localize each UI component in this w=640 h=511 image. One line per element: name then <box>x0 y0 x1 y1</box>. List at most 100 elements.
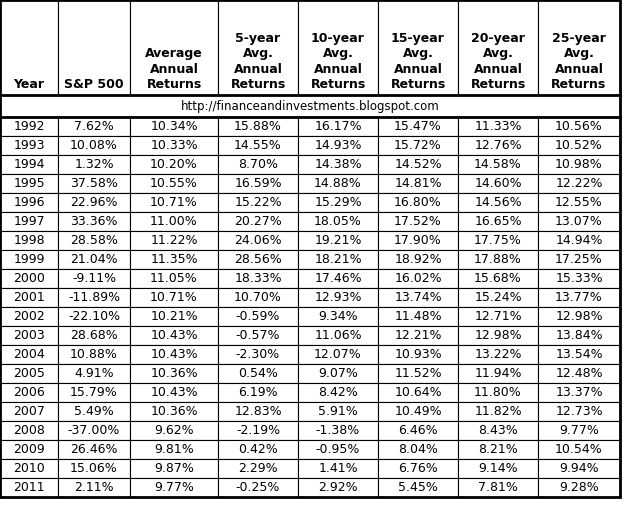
Bar <box>0 459 58 478</box>
Text: 12.21%: 12.21% <box>394 329 442 342</box>
Text: 15.33%: 15.33% <box>555 272 603 285</box>
Text: 10.54%: 10.54% <box>555 443 603 456</box>
Bar <box>0 155 58 174</box>
Bar <box>538 136 620 155</box>
Bar <box>218 193 298 212</box>
Bar <box>130 250 218 269</box>
Bar <box>458 345 538 364</box>
Text: 1.32%: 1.32% <box>74 158 114 171</box>
Text: 10.36%: 10.36% <box>150 367 198 380</box>
Text: 11.82%: 11.82% <box>474 405 522 418</box>
Text: 6.46%: 6.46% <box>398 424 438 437</box>
Bar <box>378 174 458 193</box>
Text: 5-year
Avg.
Annual
Returns: 5-year Avg. Annual Returns <box>230 32 285 91</box>
Text: 9.34%: 9.34% <box>318 310 358 323</box>
Text: 10.21%: 10.21% <box>150 310 198 323</box>
Bar <box>0 0 58 95</box>
Text: 12.07%: 12.07% <box>314 348 362 361</box>
Text: 13.07%: 13.07% <box>555 215 603 228</box>
Text: 1993: 1993 <box>13 139 45 152</box>
Text: 9.77%: 9.77% <box>559 424 599 437</box>
Bar <box>458 231 538 250</box>
Text: 5.91%: 5.91% <box>318 405 358 418</box>
Text: 16.02%: 16.02% <box>394 272 442 285</box>
Bar <box>378 212 458 231</box>
Bar <box>538 402 620 421</box>
Bar <box>378 440 458 459</box>
Bar <box>538 459 620 478</box>
Text: 2000: 2000 <box>13 272 45 285</box>
Bar <box>130 364 218 383</box>
Bar <box>298 193 378 212</box>
Text: 10.71%: 10.71% <box>150 291 198 304</box>
Text: 13.54%: 13.54% <box>555 348 603 361</box>
Text: 2011: 2011 <box>13 481 45 494</box>
Bar <box>298 231 378 250</box>
Text: 24.06%: 24.06% <box>234 234 282 247</box>
Text: 14.94%: 14.94% <box>556 234 603 247</box>
Text: 17.88%: 17.88% <box>474 253 522 266</box>
Bar <box>538 155 620 174</box>
Bar <box>458 459 538 478</box>
Bar <box>218 269 298 288</box>
Text: 10.33%: 10.33% <box>150 139 198 152</box>
Text: 9.62%: 9.62% <box>154 424 194 437</box>
Bar <box>458 402 538 421</box>
Text: 11.48%: 11.48% <box>394 310 442 323</box>
Bar <box>298 364 378 383</box>
Bar <box>378 250 458 269</box>
Text: 1995: 1995 <box>13 177 45 190</box>
Bar <box>58 364 130 383</box>
Text: 28.68%: 28.68% <box>70 329 118 342</box>
Text: 18.92%: 18.92% <box>394 253 442 266</box>
Text: 2006: 2006 <box>13 386 45 399</box>
Bar <box>538 345 620 364</box>
Bar <box>0 383 58 402</box>
Text: 2008: 2008 <box>13 424 45 437</box>
Text: 10-year
Avg.
Annual
Returns: 10-year Avg. Annual Returns <box>310 32 365 91</box>
Bar <box>298 136 378 155</box>
Text: 13.22%: 13.22% <box>474 348 522 361</box>
Bar <box>130 326 218 345</box>
Bar <box>378 0 458 95</box>
Text: 15.06%: 15.06% <box>70 462 118 475</box>
Bar <box>458 136 538 155</box>
Bar <box>130 155 218 174</box>
Bar <box>58 136 130 155</box>
Text: 10.43%: 10.43% <box>150 329 198 342</box>
Text: 14.55%: 14.55% <box>234 139 282 152</box>
Bar <box>298 288 378 307</box>
Bar <box>218 231 298 250</box>
Bar <box>0 136 58 155</box>
Text: 6.76%: 6.76% <box>398 462 438 475</box>
Text: 12.73%: 12.73% <box>555 405 603 418</box>
Text: -2.19%: -2.19% <box>236 424 280 437</box>
Bar <box>298 421 378 440</box>
Bar <box>538 174 620 193</box>
Bar <box>0 440 58 459</box>
Bar <box>0 326 58 345</box>
Bar <box>458 250 538 269</box>
Bar <box>218 364 298 383</box>
Text: 16.59%: 16.59% <box>234 177 282 190</box>
Text: 1999: 1999 <box>13 253 45 266</box>
Text: 8.42%: 8.42% <box>318 386 358 399</box>
Bar <box>538 212 620 231</box>
Text: 12.55%: 12.55% <box>555 196 603 209</box>
Bar <box>0 364 58 383</box>
Text: -11.89%: -11.89% <box>68 291 120 304</box>
Bar <box>218 288 298 307</box>
Bar <box>378 231 458 250</box>
Text: 19.21%: 19.21% <box>314 234 362 247</box>
Text: 17.75%: 17.75% <box>474 234 522 247</box>
Text: 8.21%: 8.21% <box>478 443 518 456</box>
Text: -1.38%: -1.38% <box>316 424 360 437</box>
Text: 9.87%: 9.87% <box>154 462 194 475</box>
Bar <box>218 307 298 326</box>
Text: -22.10%: -22.10% <box>68 310 120 323</box>
Bar <box>58 174 130 193</box>
Text: 2001: 2001 <box>13 291 45 304</box>
Bar <box>298 155 378 174</box>
Text: 10.20%: 10.20% <box>150 158 198 171</box>
Text: 2007: 2007 <box>13 405 45 418</box>
